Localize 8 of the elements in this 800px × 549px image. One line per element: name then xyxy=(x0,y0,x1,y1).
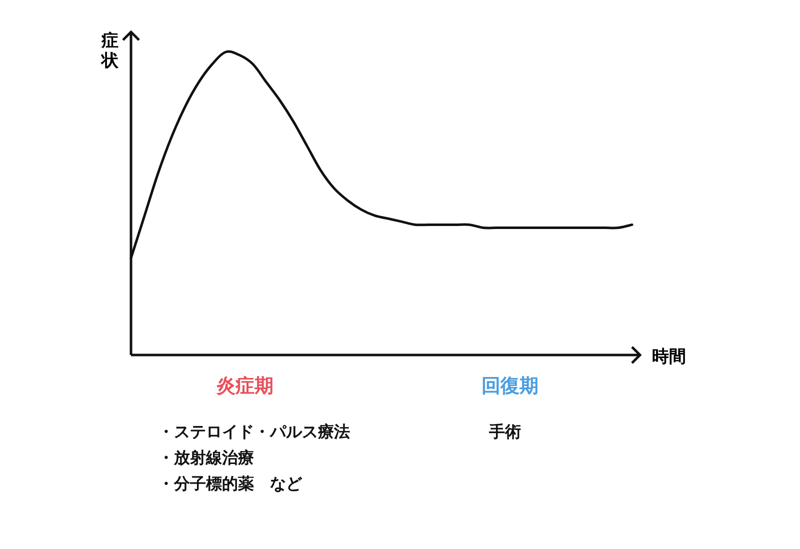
text: ・分子標的薬 など xyxy=(158,474,303,493)
x-axis-title: 時間 xyxy=(652,347,686,367)
text: ・ステロイド・パルス療法 xyxy=(158,422,350,441)
text: 手術 xyxy=(488,422,521,441)
text: 炎症期 xyxy=(216,375,274,397)
text: 回復期 xyxy=(482,375,538,397)
text: ・放射線治療 xyxy=(158,448,254,467)
y-axis-title: 症状 xyxy=(100,31,120,71)
